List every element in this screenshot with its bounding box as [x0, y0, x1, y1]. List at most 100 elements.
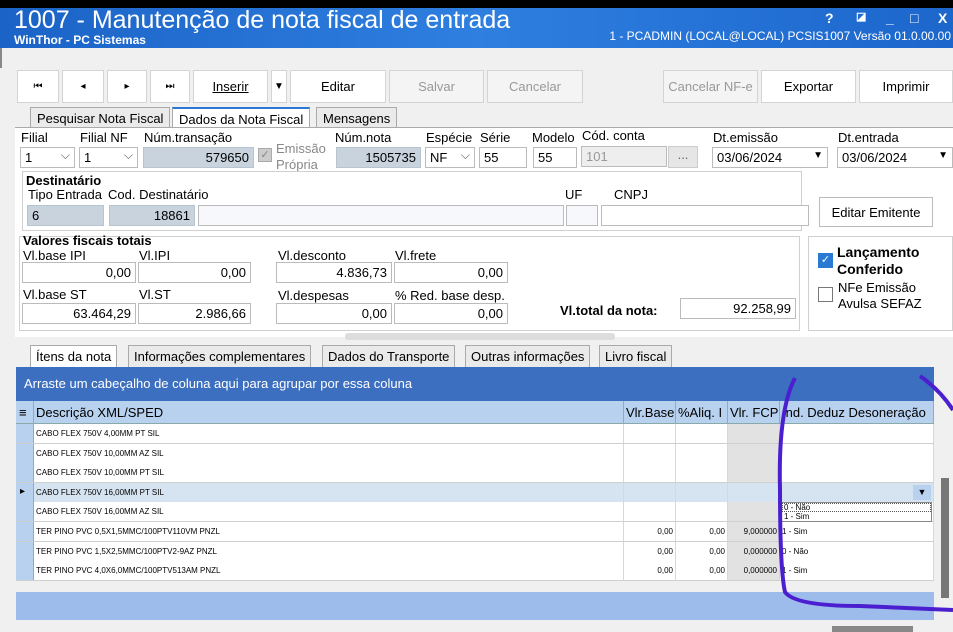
edit-button[interactable]: Editar [290, 70, 386, 103]
tab-outras-informacoes[interactable]: Outras informações [465, 345, 591, 367]
table-row[interactable]: TER PINO PVC 0,5X1,5MMC/100PTV110VM PNZL… [16, 522, 934, 542]
row-indicator[interactable] [16, 541, 34, 561]
cell-ind-deduz[interactable]: 1 - Sim [780, 561, 934, 581]
cell-ind-deduz[interactable]: 0 - Não [780, 541, 934, 561]
table-row[interactable]: CABO FLEX 750V 4,00MM PT SIL [16, 424, 934, 444]
cell-ind-deduz[interactable] [780, 443, 934, 463]
horizontal-scrollbar-thumb[interactable] [832, 626, 913, 632]
num-nota-field[interactable]: 1505735 [336, 147, 421, 168]
cancel-button[interactable]: Cancelar [487, 70, 583, 103]
scrollbar-thumb[interactable] [941, 478, 949, 598]
tab-dados-nota-fiscal[interactable]: Dados da Nota Fiscal [172, 107, 311, 128]
tab-pesquisar-nota-fiscal[interactable]: Pesquisar Nota Fiscal [30, 107, 171, 128]
table-row[interactable]: CABO FLEX 750V 16,00MM AZ SIL [16, 502, 934, 523]
num-transacao-field[interactable]: 579650 [143, 147, 254, 168]
despesas-field[interactable]: 0,00 [276, 303, 392, 324]
first-record-button[interactable]: ⏮ [17, 70, 59, 103]
filial-nf-select[interactable]: 1 [79, 147, 138, 168]
row-indicator[interactable] [16, 443, 34, 463]
dropdown-option-sim[interactable]: 1 - Sim [784, 512, 810, 521]
cell-descricao[interactable]: TER PINO PVC 4,0X6,0MMC/100PTV513AM PNZL [34, 561, 624, 581]
table-row[interactable]: TER PINO PVC 1,5X2,5MMC/100PTV2-9AZ PNZL… [16, 541, 934, 562]
dt-emissao-field[interactable]: 03/06/2024 ▼ [712, 147, 828, 168]
cell-aliq[interactable] [676, 424, 728, 443]
cell-descricao[interactable]: TER PINO PVC 0,5X1,5MMC/100PTV110VM PNZL [34, 522, 624, 541]
chevron-down-icon[interactable]: ▼ [813, 150, 823, 161]
base-ipi-field[interactable]: 0,00 [22, 262, 136, 283]
tab-informacoes-complementares[interactable]: Informações complementares [128, 345, 312, 367]
cell-vlr-base[interactable] [624, 424, 676, 443]
desconto-field[interactable]: 4.836,73 [276, 262, 392, 283]
modelo-field[interactable]: 55 [533, 147, 577, 168]
serie-field[interactable]: 55 [479, 147, 527, 168]
especie-select[interactable]: NF [425, 147, 475, 168]
cnpj-field[interactable] [601, 205, 809, 226]
row-indicator[interactable] [16, 502, 34, 522]
last-record-button[interactable]: ⏭ [150, 70, 190, 103]
cell-aliq[interactable]: 0,00 [676, 522, 728, 541]
cell-descricao[interactable]: TER PINO PVC 1,5X2,5MMC/100PTV2-9AZ PNZL [34, 541, 624, 561]
cell-vlr-base[interactable]: 0,00 [624, 541, 676, 561]
cell-ind-deduz[interactable]: 1 - Sim [780, 522, 934, 541]
export-button[interactable]: Exportar [761, 70, 856, 103]
dt-entrada-field[interactable]: 03/06/2024 ▼ [837, 147, 953, 168]
print-button[interactable]: Imprimir [859, 70, 953, 103]
red-base-field[interactable]: 0,00 [394, 303, 508, 324]
cell-aliq[interactable]: 0,00 [676, 561, 728, 581]
tab-itens-da-nota[interactable]: Ítens da nota [30, 345, 118, 367]
cell-aliq[interactable] [676, 482, 728, 502]
cell-vlr-base[interactable] [624, 443, 676, 463]
chevron-down-icon[interactable]: ▼ [938, 150, 948, 161]
restore-icon[interactable]: ◪ [856, 11, 867, 23]
column-menu-icon[interactable]: ≡ [16, 401, 34, 424]
cell-ind-deduz[interactable] [780, 502, 934, 522]
cell-ind-deduz[interactable] [780, 463, 934, 483]
column-header-descricao[interactable]: Descrição XML/SPED [34, 401, 624, 424]
cell-descricao[interactable]: CABO FLEX 750V 10,00MM PT SIL [34, 463, 624, 483]
row-indicator[interactable] [16, 424, 34, 443]
nfe-avulsa-checkbox[interactable] [818, 287, 833, 302]
cancel-nfe-button[interactable]: Cancelar NF-e [663, 70, 758, 103]
table-row[interactable]: TER PINO PVC 4,0X6,0MMC/100PTV513AM PNZL… [16, 561, 934, 582]
tab-mensagens[interactable]: Mensagens [316, 107, 398, 128]
cell-vlr-base[interactable] [624, 463, 676, 483]
ind-deduz-dropdown-list[interactable]: 0 - Não 1 - Sim [781, 502, 932, 522]
table-row[interactable]: CABO FLEX 750V 10,00MM AZ SIL [16, 443, 934, 464]
cell-vlr-base[interactable]: 0,00 [624, 561, 676, 581]
cell-ind-deduz[interactable] [780, 482, 934, 502]
tipo-entrada-field[interactable]: 6 [27, 205, 104, 226]
cod-conta-lookup-button[interactable]: ... [668, 146, 698, 168]
column-header-vlr-fcp[interactable]: Vlr. FCP [728, 401, 780, 424]
uf-field[interactable] [566, 205, 598, 226]
lancamento-checkbox[interactable]: ✓ [818, 253, 833, 268]
help-icon[interactable]: ? [825, 10, 834, 26]
tab-livro-fiscal[interactable]: Livro fiscal [599, 345, 673, 367]
save-button[interactable]: Salvar [389, 70, 484, 103]
cod-conta-field[interactable]: 101 [581, 146, 667, 167]
cell-vlr-base[interactable] [624, 482, 676, 502]
splitter-handle[interactable] [345, 333, 615, 340]
minimize-icon[interactable]: _ [886, 10, 894, 26]
destinatario-name-field[interactable] [198, 205, 564, 226]
edit-emitente-button[interactable]: Editar Emitente [819, 197, 933, 227]
row-indicator[interactable] [16, 522, 34, 541]
prev-record-button[interactable]: ◂ [62, 70, 104, 103]
st-field[interactable]: 2.986,66 [138, 303, 251, 324]
table-row[interactable]: ▸ CABO FLEX 750V 16,00MM PT SIL ▼ [16, 482, 934, 503]
row-indicator[interactable]: ▸ [16, 482, 34, 502]
cell-descricao[interactable]: CABO FLEX 750V 4,00MM PT SIL [34, 424, 624, 443]
column-header-vlr-base[interactable]: Vlr.Base [624, 401, 676, 424]
dropdown-option-nao[interactable]: 0 - Não [782, 503, 931, 512]
insert-button[interactable]: Inserir [193, 70, 268, 103]
cell-descricao[interactable]: CABO FLEX 750V 10,00MM AZ SIL [34, 443, 624, 463]
chevron-down-icon[interactable]: ▼ [913, 484, 931, 500]
maximize-icon[interactable]: □ [910, 10, 919, 26]
cell-descricao[interactable]: CABO FLEX 750V 16,00MM AZ SIL [34, 502, 624, 522]
column-header-ind-deduz[interactable]: Ind. Deduz Desoneração [780, 401, 934, 424]
cell-ind-deduz[interactable] [780, 424, 934, 443]
row-indicator[interactable] [16, 561, 34, 581]
row-indicator[interactable] [16, 463, 34, 483]
next-record-button[interactable]: ▸ [107, 70, 147, 103]
cell-aliq[interactable] [676, 443, 728, 463]
total-field[interactable]: 92.258,99 [680, 298, 796, 319]
